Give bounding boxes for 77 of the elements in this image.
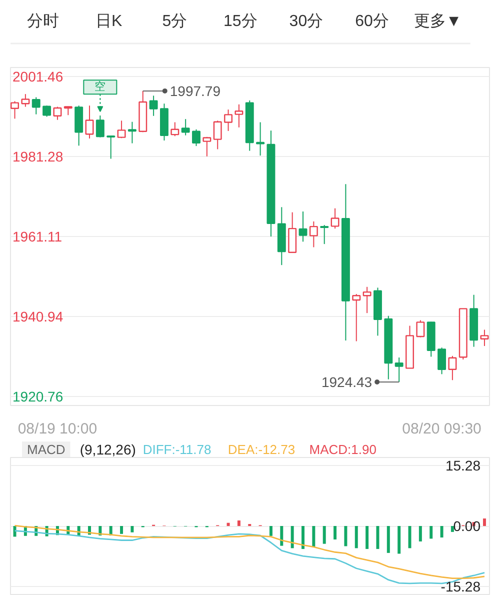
y-tick-label: 2001.46 xyxy=(12,68,64,84)
text: 30分 xyxy=(289,13,324,30)
candlestick xyxy=(438,347,446,375)
bar xyxy=(322,526,326,544)
candlestick xyxy=(106,135,116,160)
annotation: 空 xyxy=(94,80,106,94)
candlestick xyxy=(85,105,94,140)
text: MACD:1.90 xyxy=(309,442,376,457)
candlestick xyxy=(394,357,404,382)
candlestick xyxy=(330,208,340,230)
text: DIFF:-11.78 xyxy=(142,442,212,457)
bar xyxy=(482,518,486,526)
candlestick xyxy=(192,128,200,147)
bar xyxy=(290,526,294,548)
candlestick xyxy=(128,121,136,144)
y-tick-label: 15.28 xyxy=(445,458,481,474)
candlestick xyxy=(117,120,126,139)
x-tick-label: 08/19 10:00 xyxy=(18,420,98,438)
bar xyxy=(366,526,369,549)
candlestick xyxy=(21,94,30,108)
candlestick xyxy=(202,136,212,157)
candlestick xyxy=(352,294,361,342)
bar xyxy=(408,526,412,548)
bar xyxy=(386,526,390,553)
bar xyxy=(302,526,304,549)
annotation: 1924.43 xyxy=(321,374,372,390)
candlestick xyxy=(480,329,489,346)
bar xyxy=(237,520,240,526)
bar xyxy=(398,526,401,554)
candlestick xyxy=(181,118,190,136)
candlestick xyxy=(298,211,308,242)
text: 60分 xyxy=(355,13,389,30)
text: DEA:-12.73 xyxy=(228,442,296,457)
bar xyxy=(418,526,422,542)
bar xyxy=(312,526,316,547)
y-tick-label: -15.28 xyxy=(440,578,481,594)
candlestick xyxy=(224,109,233,132)
bar xyxy=(430,526,433,539)
bar xyxy=(376,526,380,549)
candlestick xyxy=(234,104,244,128)
text: 5分 xyxy=(162,13,188,30)
candlestick xyxy=(149,95,158,116)
text: 更多▼ xyxy=(414,12,462,30)
bar xyxy=(354,526,358,548)
chart-title: MACD xyxy=(27,442,66,457)
text: 15分 xyxy=(224,13,258,30)
candlestick xyxy=(42,105,52,118)
x-tick-label: 08/20 09:30 xyxy=(402,420,482,438)
text: 分时 xyxy=(27,12,60,30)
bar xyxy=(280,526,284,546)
candlestick xyxy=(309,220,318,248)
bar xyxy=(440,526,444,538)
candlestick xyxy=(416,320,425,338)
bar xyxy=(344,526,348,546)
candlestick xyxy=(213,120,222,150)
candlestick xyxy=(53,106,62,120)
candlestick xyxy=(320,224,329,245)
bar xyxy=(226,522,230,526)
candlestick xyxy=(448,355,457,381)
y-tick-label: 1961.11 xyxy=(12,228,62,244)
y-tick-label: 1981.28 xyxy=(12,148,64,164)
bar xyxy=(450,526,454,532)
y-tick-label: 1920.76 xyxy=(12,388,64,405)
candlestick xyxy=(170,122,180,137)
bar xyxy=(120,526,124,534)
bar xyxy=(269,526,272,536)
text: 日K xyxy=(96,13,123,30)
y-tick-label: 1940.94 xyxy=(12,308,64,324)
bar xyxy=(130,526,134,532)
candlestick xyxy=(288,212,297,254)
candlestick xyxy=(96,115,104,138)
candlestick xyxy=(32,96,40,115)
candlestick xyxy=(362,286,372,314)
candlestick xyxy=(256,122,265,156)
candlestick xyxy=(10,100,19,120)
bar xyxy=(334,526,337,540)
annotation: 1997.79 xyxy=(170,82,221,99)
